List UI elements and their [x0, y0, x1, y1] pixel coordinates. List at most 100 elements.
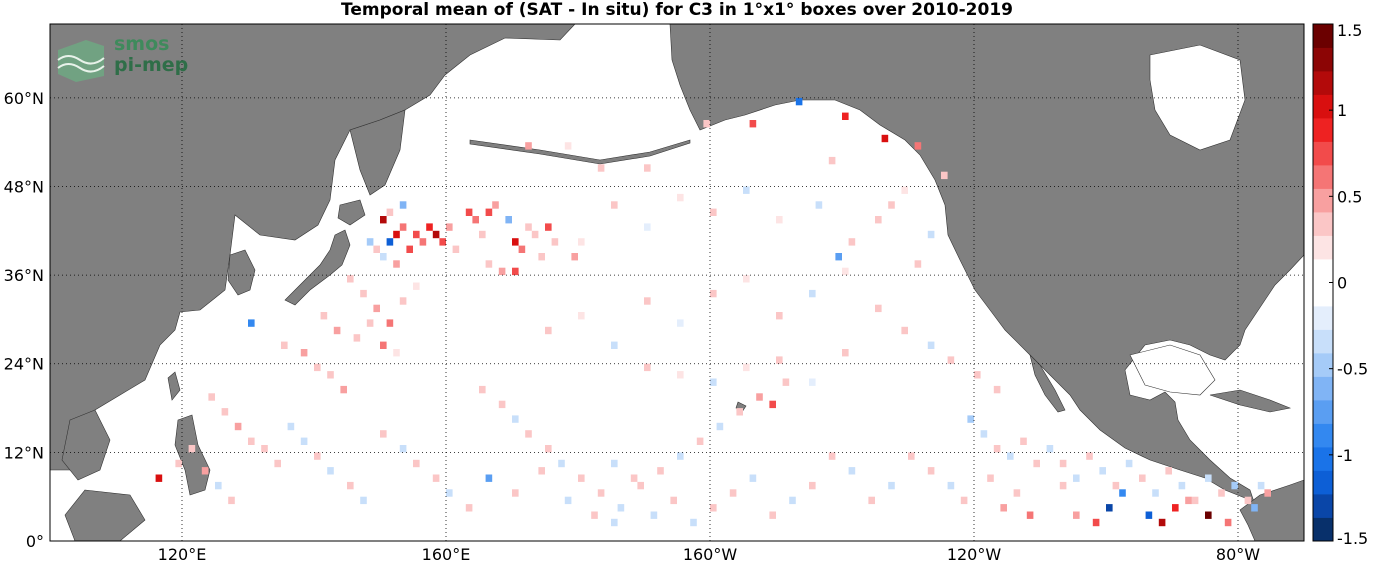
data-cell — [545, 445, 552, 453]
data-cell — [644, 223, 651, 231]
hudson-bay — [1149, 44, 1246, 151]
data-cell — [710, 378, 717, 386]
data-cell — [360, 496, 367, 505]
logo-text-smos: smos — [114, 33, 170, 55]
colorbar-segment — [1313, 188, 1333, 213]
data-cell — [380, 253, 387, 261]
colorbar-segment — [1313, 94, 1333, 119]
colorbar-segment — [1313, 470, 1333, 495]
data-cell — [512, 267, 519, 276]
colorbar-tick-label: 1.5 — [1337, 21, 1362, 40]
data-cell — [446, 489, 453, 497]
data-cell — [485, 260, 493, 268]
logo-waves-icon — [57, 40, 105, 82]
land-aleutians — [469, 139, 691, 165]
map-frame — [49, 23, 1305, 542]
data-cell — [974, 371, 981, 379]
data-cell — [591, 511, 598, 519]
data-cell — [657, 467, 664, 475]
data-cell — [809, 481, 816, 490]
data-cell — [578, 312, 585, 320]
data-cell — [828, 452, 836, 460]
colorbar-tick-label: 1 — [1337, 101, 1347, 120]
land-cuba — [1209, 389, 1292, 413]
lat-tick-label: 24°N — [4, 355, 44, 374]
data-cell — [512, 415, 519, 423]
data-cell — [650, 511, 658, 519]
data-cell — [465, 504, 473, 512]
colorbar-segment — [1313, 282, 1333, 307]
data-cell — [736, 408, 743, 416]
data-cell — [789, 496, 796, 505]
data-cell — [1125, 459, 1133, 468]
data-cell — [208, 393, 215, 401]
data-cell — [1178, 481, 1186, 490]
data-cell — [1224, 518, 1232, 527]
data-cell — [380, 216, 387, 224]
data-cell — [347, 481, 354, 490]
data-cell — [993, 445, 1001, 453]
data-cell — [1257, 481, 1265, 490]
data-cell — [320, 312, 328, 320]
data-cell — [842, 267, 849, 276]
colorbar-segment — [1313, 235, 1333, 260]
colorbar-tick-label: -1 — [1337, 446, 1353, 465]
data-cell — [485, 474, 493, 482]
colorbar-segment — [1313, 259, 1333, 283]
data-cell — [703, 120, 710, 128]
data-cell — [479, 230, 486, 239]
data-cell — [1139, 474, 1146, 482]
data-cell — [637, 481, 644, 490]
data-cell — [710, 504, 717, 512]
data-cell — [327, 467, 334, 475]
data-cell — [248, 437, 255, 445]
colorbar-segment — [1313, 494, 1333, 518]
data-cell — [234, 422, 242, 431]
data-cell — [426, 223, 433, 231]
data-cell — [835, 253, 842, 261]
data-cell — [399, 445, 407, 453]
data-cell — [776, 312, 783, 320]
data-cell — [201, 467, 209, 475]
data-cell — [518, 245, 526, 253]
data-cell — [347, 275, 354, 283]
data-cell — [769, 400, 776, 409]
data-cell — [479, 385, 486, 394]
data-cell — [366, 319, 374, 327]
colorbar-tick-label: -0.5 — [1337, 360, 1368, 379]
data-cell — [960, 496, 968, 505]
colorbar-segment — [1313, 423, 1333, 448]
data-cell — [406, 245, 413, 253]
data-cell — [1092, 518, 1100, 527]
data-cell — [868, 496, 875, 505]
data-cell — [1145, 511, 1153, 519]
land-japan — [284, 229, 351, 306]
colorbar-segment — [1313, 400, 1333, 424]
data-cell — [360, 289, 367, 298]
colorbar-segment — [1313, 517, 1333, 542]
data-cell — [1059, 481, 1067, 490]
data-cell — [670, 496, 677, 505]
data-cell — [644, 363, 651, 372]
data-cell — [452, 245, 460, 253]
data-cell — [1152, 489, 1159, 497]
data-cell — [710, 208, 717, 216]
data-cell — [1185, 496, 1192, 505]
data-cell — [927, 467, 935, 475]
data-cell — [611, 341, 618, 349]
data-cell — [729, 489, 737, 497]
data-cell — [399, 201, 407, 209]
data-cell — [611, 518, 618, 527]
logo-text-pimep: pi-mep — [114, 54, 189, 76]
data-cell — [512, 238, 519, 246]
data-cell — [380, 430, 387, 438]
data-cell — [538, 253, 545, 261]
data-cell — [677, 193, 684, 202]
data-cell — [828, 156, 836, 165]
data-cell — [366, 238, 374, 246]
data-cell — [815, 201, 823, 209]
data-cell — [987, 474, 994, 482]
data-cell — [1191, 496, 1199, 505]
data-cell — [967, 415, 974, 423]
data-cell — [980, 430, 988, 438]
